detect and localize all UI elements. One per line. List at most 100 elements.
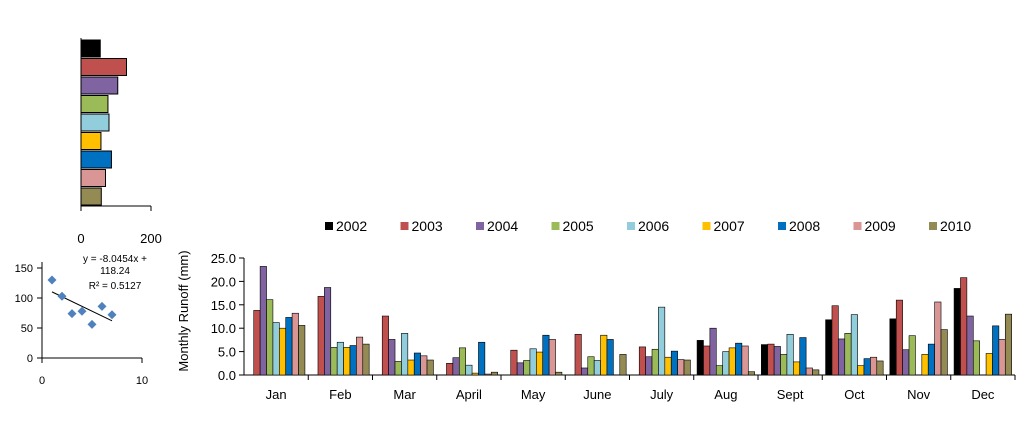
bar-2004-aug <box>709 327 717 376</box>
bar-2010-sept <box>812 369 820 376</box>
bar-2007-aug <box>728 347 736 376</box>
scatter-point <box>57 291 67 301</box>
hbar-bar <box>80 169 106 187</box>
month-label: July <box>650 387 674 402</box>
hbar-bar <box>80 150 112 169</box>
bar-2004-jan <box>259 266 267 376</box>
bar-2003-oct <box>831 305 839 376</box>
hbar-bar <box>80 76 119 95</box>
scatter-y-tick-label: 100 <box>15 293 33 305</box>
bar-2004-dec <box>966 315 974 376</box>
month-label: April <box>456 387 482 402</box>
bar-2007-nov <box>921 354 929 376</box>
bar-2005-jan <box>266 299 274 376</box>
bar-2004-feb <box>324 287 332 376</box>
bar-2005-sept <box>780 354 788 376</box>
bar-2009-aug <box>741 345 749 376</box>
month-label: Feb <box>329 387 351 402</box>
bar-2008-jan <box>285 317 293 376</box>
month-label: Dec <box>971 387 995 402</box>
bar-2005-aug <box>715 365 723 376</box>
month-label: Jan <box>266 387 287 402</box>
bar-2007-feb <box>343 347 351 376</box>
bar-2008-april <box>478 341 486 376</box>
bar-2010-mar <box>426 359 434 376</box>
bar-2007-june <box>600 334 608 376</box>
bar-2004-may <box>516 362 524 376</box>
legend-swatch <box>325 222 333 230</box>
bar-2006-april <box>465 364 473 376</box>
legend-label: 2005 <box>563 218 594 234</box>
main-y-tick-label: 20.0 <box>211 274 236 289</box>
scatter-x-tick-label: 0 <box>39 375 45 387</box>
main-y-tick-label: 5.0 <box>218 345 236 360</box>
bar-2004-july <box>645 356 653 376</box>
bar-2009-april <box>484 373 492 376</box>
bar-2010-april <box>490 371 498 376</box>
bar-2008-dec <box>992 325 1000 376</box>
scatter-point <box>87 319 97 329</box>
bar-2010-july <box>683 359 691 376</box>
hbar-tick-label: 200 <box>140 231 162 246</box>
month-label: Sept <box>777 387 804 402</box>
bar-2005-may <box>523 360 531 376</box>
bar-2005-april <box>458 347 466 376</box>
month-label: Oct <box>844 387 865 402</box>
bar-2005-mar <box>394 361 402 376</box>
bar-2007-april <box>471 372 479 376</box>
scatter-y-tick-label: 150 <box>15 263 33 275</box>
month-label: Nov <box>907 387 931 402</box>
bar-2006-aug <box>722 351 730 376</box>
bar-2009-july <box>677 359 685 376</box>
bar-2003-july <box>638 346 646 376</box>
bar-2009-dec <box>998 339 1006 376</box>
scatter-point <box>97 301 107 311</box>
bar-2010-oct <box>876 360 884 376</box>
bar-2005-feb <box>330 347 338 376</box>
bar-2007-july <box>664 356 672 376</box>
bar-2002-nov <box>889 318 897 376</box>
bar-2004-mar <box>388 339 396 376</box>
bar-2010-aug <box>747 371 755 376</box>
bar-2003-feb <box>317 296 325 376</box>
bar-2009-sept <box>805 367 813 376</box>
legend-label: 2009 <box>865 218 896 234</box>
bar-2003-jan <box>253 310 261 376</box>
hbar-tick-label: 0 <box>77 231 84 246</box>
bar-2003-aug <box>703 345 711 376</box>
scatter-point <box>77 306 87 316</box>
scatter-y-tick-label: 50 <box>21 323 33 335</box>
legend-swatch <box>400 222 409 230</box>
legend-swatch <box>778 222 786 230</box>
bar-2004-april <box>452 357 460 376</box>
bar-2004-oct <box>838 338 846 376</box>
monthly-runoff-chart: 2002 2003 2004 2005 2006 2007 2008 2009 2010 Mon… <box>176 218 1016 402</box>
main-y-tick-label: 0.0 <box>218 368 236 383</box>
bar-2003-sept <box>767 343 775 376</box>
bar-2006-feb <box>336 341 344 376</box>
bar-2002-sept <box>761 344 769 376</box>
bar-2008-may <box>542 334 550 376</box>
legend-swatch <box>853 222 862 230</box>
bar-2009-jan <box>291 312 299 376</box>
bar-2005-june <box>587 356 595 376</box>
trendline-r-squared: R² = 0.5127 <box>89 281 142 292</box>
legend-label: 2007 <box>714 218 745 234</box>
bar-2009-oct <box>870 356 878 376</box>
legend-label: 2003 <box>412 218 443 234</box>
month-label: May <box>521 387 546 402</box>
bar-2010-jan <box>298 325 306 376</box>
scatter-y-tick-label: 0 <box>27 353 33 365</box>
bar-2003-may <box>510 349 518 376</box>
bar-2006-june <box>593 360 601 376</box>
legend-swatch <box>702 222 711 230</box>
legend-label: 2004 <box>487 218 518 234</box>
bar-2010-nov <box>940 329 948 376</box>
horizontal-bar-chart: 0 200 <box>77 38 162 246</box>
legend-swatch <box>627 222 635 230</box>
bar-2006-sept <box>786 333 794 376</box>
month-label: Aug <box>714 387 737 402</box>
trendline-intercept: 118.24 <box>100 266 130 277</box>
trendline-equation: y = -8.0454x + <box>83 254 147 265</box>
